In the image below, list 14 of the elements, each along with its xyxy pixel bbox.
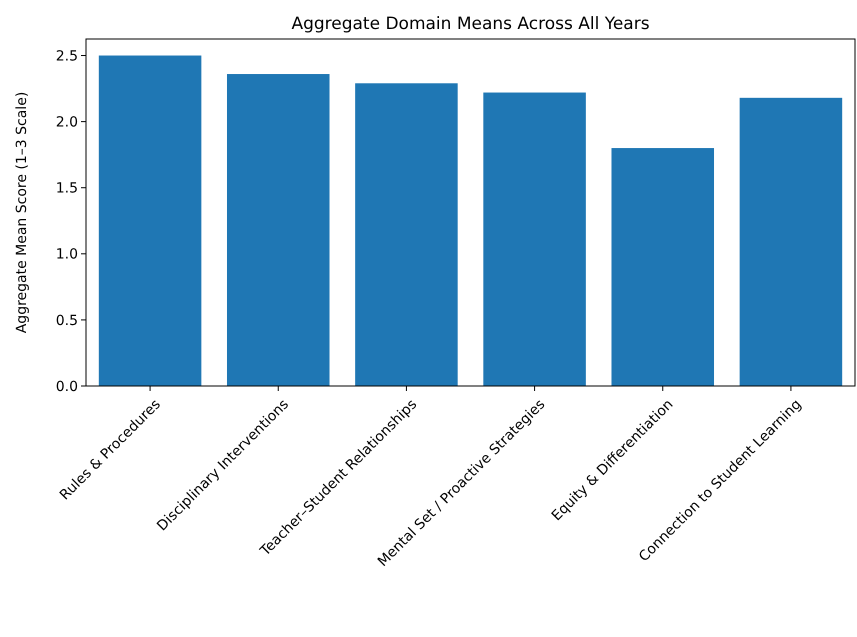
y-tick-label: 0.5 [56,312,78,329]
y-tick-label: 2.5 [56,48,78,64]
y-tick-label: 1.0 [56,246,78,263]
bar [226,74,330,386]
y-tick-label: 0.0 [56,378,78,395]
chart-title: Aggregate Domain Means Across All Years [291,14,650,34]
bar [355,83,458,386]
bar [740,98,842,386]
bar [611,148,714,386]
y-axis-title: Aggregate Mean Score (1–3 Scale) [14,92,30,334]
y-tick-label: 2.0 [56,114,78,131]
bar [98,56,202,386]
y-tick-label: 1.5 [56,180,78,197]
bar [483,92,586,386]
